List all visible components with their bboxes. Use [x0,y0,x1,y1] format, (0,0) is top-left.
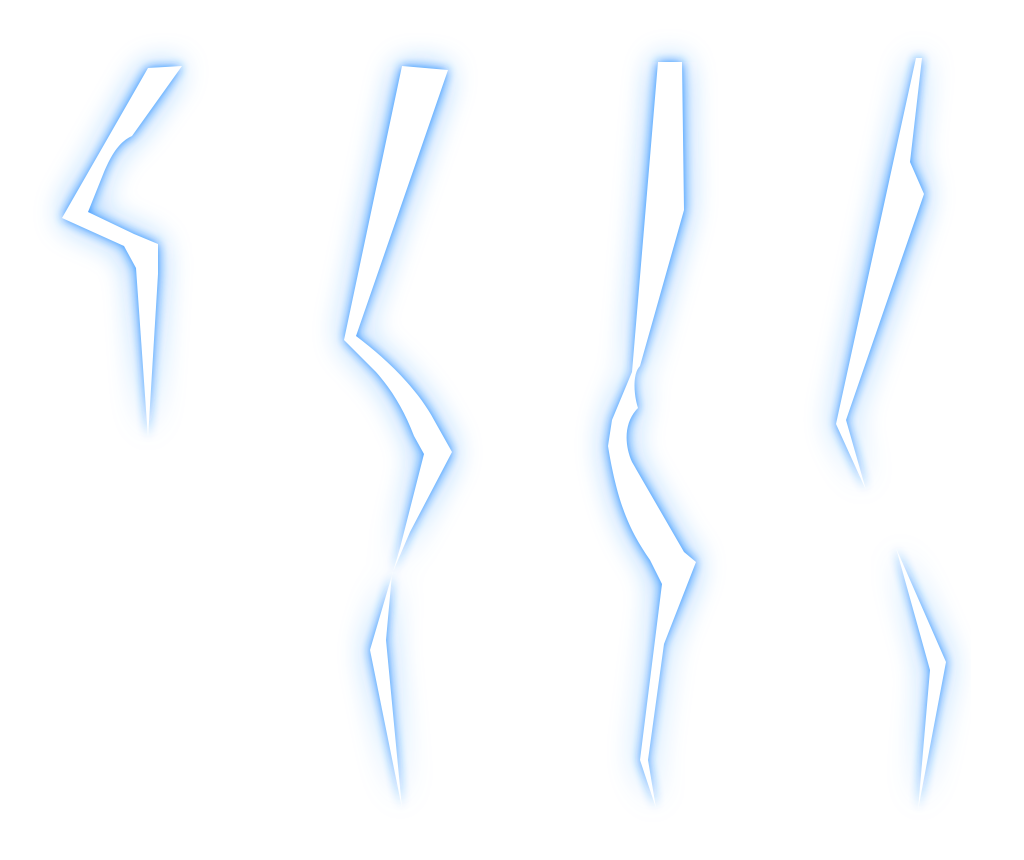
lightning-bolt-2 [344,66,452,808]
lightning-bolt-4-lower [896,548,946,810]
lightning-bolt-1 [62,66,182,438]
lightning-bolt-3 [608,62,696,808]
lightning-bolt-4-upper [836,58,924,490]
